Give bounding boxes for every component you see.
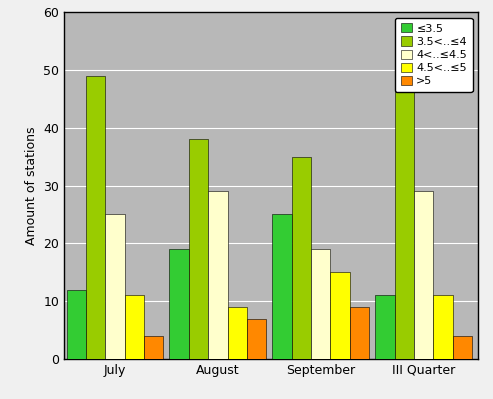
Bar [414,192,433,359]
Y-axis label: Amount of stations: Amount of stations [25,126,37,245]
Bar [272,215,292,359]
Bar [350,307,369,359]
Bar [189,139,208,359]
Bar [330,273,350,359]
Bar [144,336,163,359]
Bar [453,336,472,359]
Bar [247,318,266,359]
Bar [228,307,247,359]
Bar [125,295,144,359]
Bar [433,295,453,359]
Bar [67,290,86,359]
Bar [106,215,125,359]
Bar [170,249,189,359]
Bar [86,76,106,359]
Bar [208,192,228,359]
Bar [311,249,330,359]
Legend: ≤3.5, 3.5<..≤4, 4<..≤4.5, 4.5<..≤5, >5: ≤3.5, 3.5<..≤4, 4<..≤4.5, 4.5<..≤5, >5 [395,18,473,92]
Bar [292,157,311,359]
Bar [395,81,414,359]
Bar [375,295,395,359]
